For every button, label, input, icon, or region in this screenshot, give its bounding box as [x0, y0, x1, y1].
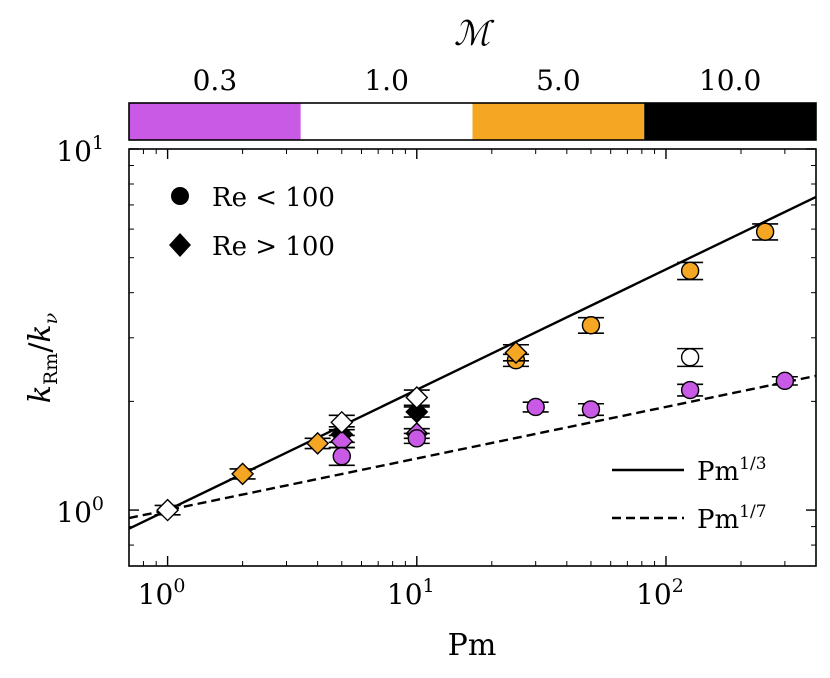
data-point: [229, 462, 256, 486]
y-label-k: k: [23, 385, 58, 403]
circle-marker: [680, 348, 700, 367]
circle-marker: [775, 371, 795, 391]
diamond-marker: [306, 431, 330, 455]
diamond-marker: [231, 462, 255, 486]
data-point: [403, 429, 430, 448]
legend-label-dashed: Pm1/7: [697, 502, 767, 535]
scaling-line-pm-1-7: [128, 374, 817, 520]
data-point: [502, 341, 529, 365]
svg-text:kRm/kν: kRm/kν: [23, 312, 62, 403]
x-tick-label: 102: [636, 575, 684, 611]
data-point: [577, 316, 604, 335]
data-point: [677, 347, 704, 368]
colorbar-tick-label: 0.3: [193, 64, 238, 97]
circle-marker: [680, 261, 700, 280]
mach-colorbar: ℳ 0.3 1.0 5.0 10.0: [128, 14, 817, 141]
circle-marker: [680, 380, 700, 400]
data-point: [771, 371, 798, 391]
legend-label-diamond: Re > 100: [212, 232, 335, 262]
colorbar-segment: [129, 103, 301, 140]
colorbar-segment: [472, 103, 645, 140]
diamond-marker: [405, 386, 429, 409]
colorbar-segment: [644, 103, 816, 140]
y-label-sub-num: Rm: [40, 353, 62, 385]
diamond-marker: [156, 498, 180, 522]
x-tick-label: 100: [138, 575, 186, 611]
data-point: [577, 400, 604, 419]
y-tick-label: 101: [56, 132, 104, 168]
colorbar-frame: [128, 102, 817, 141]
colorbar-tick-label: 5.0: [536, 64, 581, 97]
y-axis-label: kRm/kν: [23, 312, 62, 403]
x-axis-label: Pm: [448, 628, 497, 663]
legend-circle-icon: [171, 187, 189, 205]
data-points: [154, 222, 798, 522]
y-label-sub-den: ν: [40, 312, 62, 324]
marker-legend: Re < 100 Re > 100: [169, 183, 335, 262]
circle-marker: [332, 446, 351, 466]
data-point: [522, 397, 549, 417]
data-point: [752, 222, 779, 241]
circle-marker: [581, 400, 601, 419]
data-point: [677, 261, 704, 281]
data-point: [328, 446, 355, 467]
axis-ticks: 100 101 102 100 101: [56, 132, 816, 611]
circle-marker: [755, 222, 775, 241]
plot-frame: [128, 148, 817, 567]
diamond-marker: [504, 341, 528, 365]
legend-label-solid: Pm1/3: [697, 454, 767, 487]
colorbar-tick-label: 10.0: [699, 64, 761, 97]
legend-label-circle: Re < 100: [212, 183, 335, 213]
legend-diamond-icon: [169, 233, 191, 257]
circle-marker: [407, 429, 426, 448]
colorbar-segment: [300, 103, 473, 140]
circle-marker: [581, 316, 601, 335]
diamond-marker: [330, 410, 354, 434]
y-label-k2: k: [23, 324, 58, 342]
data-point: [154, 498, 181, 522]
y-tick-label: 100: [56, 493, 104, 529]
colorbar-title: ℳ: [454, 14, 495, 54]
colorbar-tick-label: 1.0: [364, 64, 409, 97]
x-tick-label: 101: [387, 575, 435, 611]
line-legend: Pm1/3 Pm1/7: [612, 454, 767, 535]
circle-marker: [526, 397, 545, 417]
data-point: [304, 431, 331, 455]
data-point: [403, 386, 430, 409]
data-point: [328, 410, 355, 434]
data-point: [677, 380, 704, 400]
